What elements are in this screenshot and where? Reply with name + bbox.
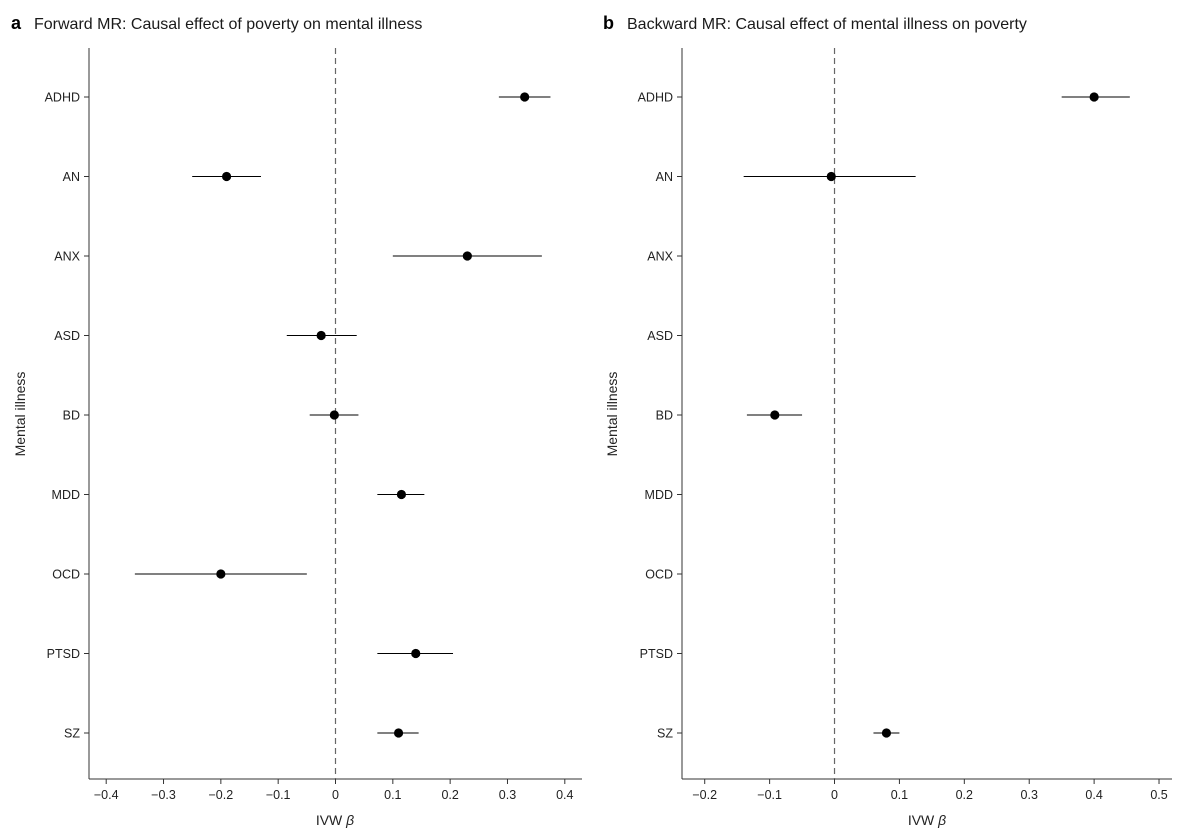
panel-a-y-tick-label-anx: ANX	[54, 250, 80, 264]
panel-a-point-bd	[329, 410, 339, 420]
panel-a-point-ocd	[216, 569, 226, 579]
panel-a-x-ticks: −0.4 −0.3 −0.2 −0.1 0 0.1 0.2 0.3 0.4	[94, 779, 574, 802]
panel-a-point-adhd	[520, 92, 530, 102]
panel-a-y-tick-label-an: AN	[63, 170, 80, 184]
panel-a-point-anx	[462, 251, 472, 261]
panel-a-point-asd	[316, 330, 326, 341]
panel-b-point-an	[826, 171, 836, 182]
panel-b-estimates	[743, 92, 1130, 738]
panel-a-point-mdd	[396, 489, 407, 500]
panel-b-x-tick-label: 0.5	[1150, 788, 1167, 802]
panel-b-x-axis-label-symbol: β	[937, 812, 946, 828]
panel-a-x-tick-label: −0.3	[151, 788, 176, 802]
panel-a-y-tick-label-ptsd: PTSD	[47, 647, 80, 661]
panel-a-x-tick-label: 0.1	[384, 788, 401, 802]
panel-b-y-tick-label-sz: SZ	[657, 727, 673, 741]
panel-b-x-axis-label: IVW β	[908, 812, 946, 828]
panel-b-y-tick-label-asd: ASD	[647, 329, 673, 343]
panel-a-x-tick-label: 0.2	[441, 788, 458, 802]
panel-b-y-tick-label-anx: ANX	[647, 250, 673, 264]
panel-b-point-sz	[881, 728, 892, 738]
panel-b-x-tick-label: 0.1	[891, 788, 908, 802]
panel-a-title: Forward MR: Causal effect of poverty on …	[34, 16, 422, 33]
panel-a-y-tick-label-mdd: MDD	[52, 488, 80, 502]
panel-b-x-tick-label: −0.1	[757, 788, 782, 802]
panel-b-x-tick-label: 0.4	[1085, 788, 1102, 802]
panel-b-x-ticks: −0.2 −0.1 0 0.1 0.2 0.3 0.4 0.5	[692, 779, 1168, 802]
panel-a-x-tick-label: 0	[332, 788, 339, 802]
panel-a-point-an	[221, 171, 232, 182]
panel-b-y-tick-label-mdd: MDD	[645, 488, 673, 502]
panel-a-y-tick-label-adhd: ADHD	[45, 91, 80, 105]
panel-a-y-tick-label-asd: ASD	[54, 329, 80, 343]
panel-b-y-tick-label-ptsd: PTSD	[640, 647, 673, 661]
panel-a-x-axis-label-symbol: β	[345, 812, 354, 828]
panel-b-y-axis-label: Mental illness	[604, 372, 620, 457]
panel-a-y-tick-label-ocd: OCD	[52, 568, 80, 582]
panel-a-x-axis-label-text: IVW	[316, 812, 343, 828]
panel-b-y-ticks: ADHD AN ANX ASD BD MDD OCD PTSD SZ	[638, 91, 682, 741]
panel-b-title: Backward MR: Causal effect of mental ill…	[627, 16, 1027, 33]
panel-a-point-ptsd	[411, 648, 421, 659]
panel-a-point-sz	[393, 728, 404, 738]
panel-a-letter: a	[11, 13, 22, 33]
panel-a-y-tick-label-sz: SZ	[64, 727, 80, 741]
panel-b-x-tick-label: 0.3	[1021, 788, 1038, 802]
panel-b-point-adhd	[1089, 92, 1099, 102]
panel-b-y-tick-label-ocd: OCD	[645, 568, 673, 582]
panel-b-x-axis-label-text: IVW	[908, 812, 935, 828]
panel-a-y-ticks: ADHD AN ANX ASD BD MDD OCD PTSD SZ	[45, 91, 89, 741]
panel-b-y-tick-label-bd: BD	[656, 409, 673, 423]
panel-a-x-tick-label: 0.4	[556, 788, 573, 802]
panel-a-x-axis-label: IVW β	[316, 812, 354, 828]
panel-b-x-tick-label: −0.2	[692, 788, 717, 802]
panel-b-y-tick-label-adhd: ADHD	[638, 91, 673, 105]
panel-a-x-tick-label: −0.4	[94, 788, 119, 802]
panel-b-point-bd	[770, 410, 780, 420]
panel-a-x-tick-label: −0.1	[266, 788, 291, 802]
panel-b-letter: b	[603, 13, 614, 33]
panel-b: b Backward MR: Causal effect of mental i…	[603, 13, 1172, 828]
panel-a-x-tick-label: 0.3	[499, 788, 516, 802]
panel-b-x-tick-label: 0.2	[956, 788, 973, 802]
panel-b-x-tick-label: 0	[831, 788, 838, 802]
panel-a-y-axis-label: Mental illness	[12, 372, 28, 457]
panel-a: a Forward MR: Causal effect of poverty o…	[11, 13, 582, 828]
panel-a-estimates	[134, 92, 551, 738]
panel-b-y-tick-label-an: AN	[656, 170, 673, 184]
panel-a-x-tick-label: −0.2	[209, 788, 234, 802]
panel-a-y-tick-label-bd: BD	[63, 409, 80, 423]
